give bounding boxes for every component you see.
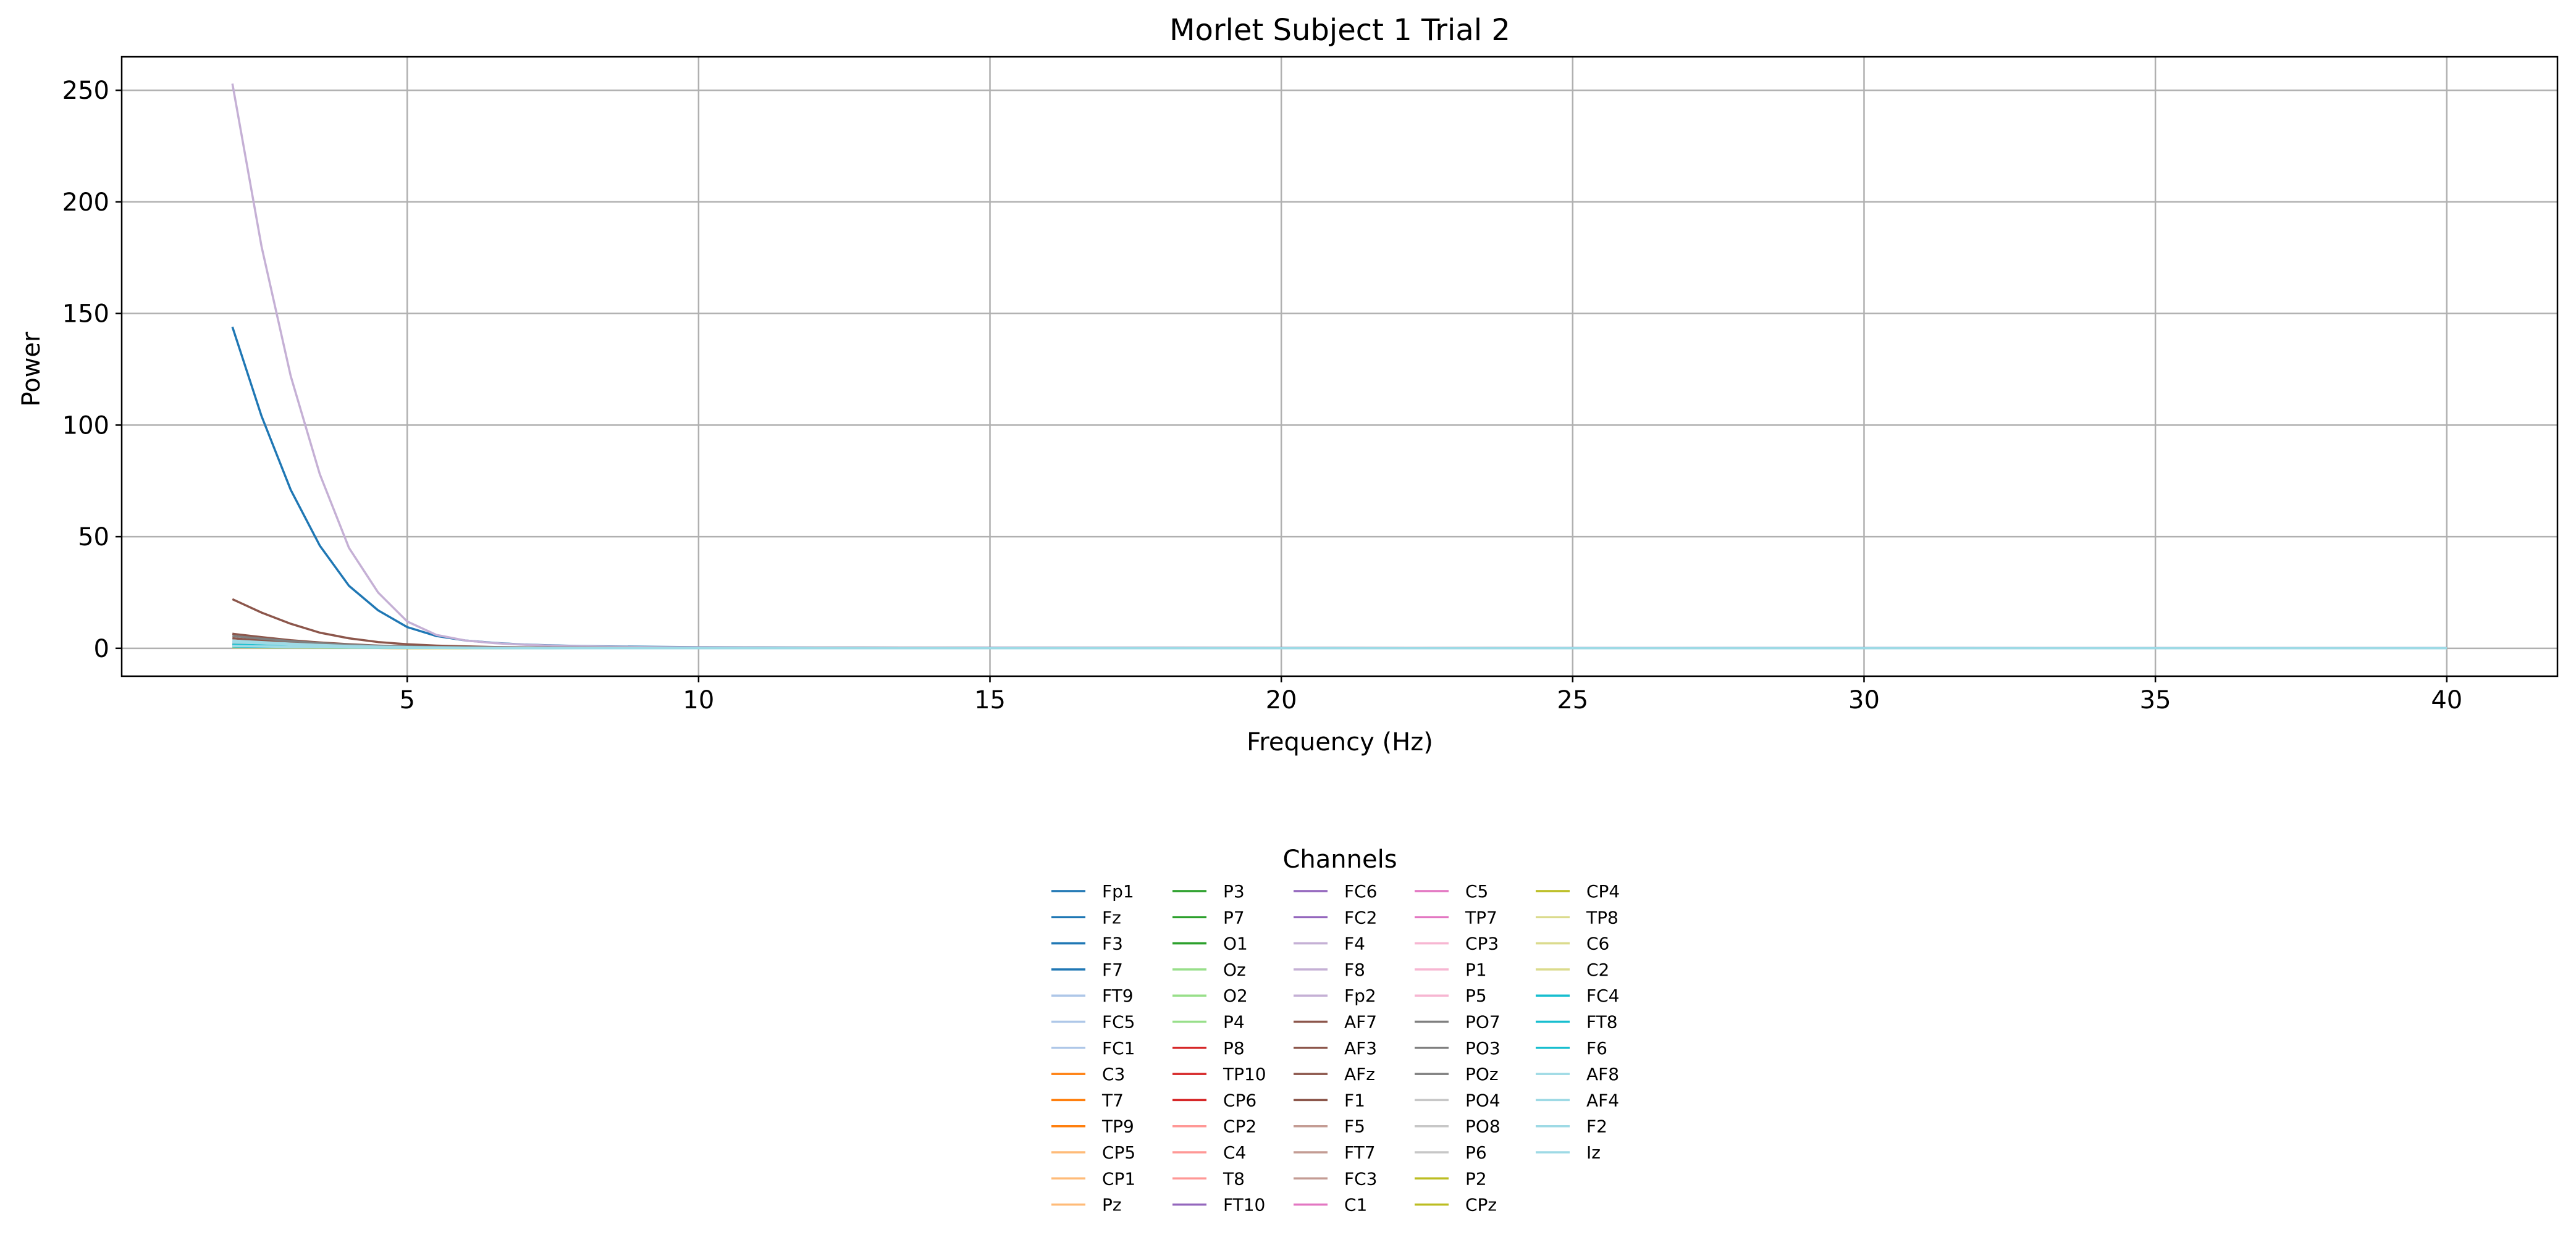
legend-label: P1	[1465, 960, 1487, 980]
legend-label: AF8	[1586, 1064, 1619, 1084]
legend-label: T8	[1223, 1168, 1245, 1189]
y-tick-label: 100	[62, 411, 109, 440]
x-tick-label: 25	[1557, 686, 1588, 714]
legend-label: FT10	[1223, 1195, 1265, 1215]
legend-label: Fp2	[1344, 986, 1376, 1006]
legend-label: AF3	[1344, 1038, 1377, 1058]
legend-label: TP7	[1465, 907, 1497, 928]
chart-title: Morlet Subject 1 Trial 2	[1169, 13, 1510, 48]
legend-label: FC5	[1102, 1012, 1135, 1033]
legend-label: AF4	[1586, 1090, 1619, 1110]
legend-label: F5	[1344, 1116, 1365, 1137]
legend-label: PO4	[1465, 1090, 1501, 1110]
legend-label: Iz	[1586, 1142, 1601, 1163]
legend-label: F8	[1344, 960, 1365, 980]
legend-label: FC2	[1344, 907, 1377, 928]
legend: Fp1 Fz F3 F7 FT9 FC5 FC1 C3 T7 TP9 CP5 CP1 Pz P3 P7 O1 O…	[1051, 881, 1620, 1215]
y-tick-label: 150	[62, 300, 109, 329]
grid	[122, 57, 2557, 676]
legend-label: Fp1	[1102, 881, 1134, 902]
legend-label: PO7	[1465, 1012, 1501, 1033]
x-tick-label: 10	[683, 686, 714, 714]
legend-label: O1	[1223, 934, 1248, 954]
legend-label: CP3	[1465, 934, 1499, 954]
legend-label: F6	[1586, 1038, 1607, 1058]
legend-label: TP9	[1101, 1116, 1134, 1137]
legend-label: P8	[1223, 1038, 1245, 1058]
legend-label: TP10	[1223, 1064, 1266, 1084]
legend-label: Fz	[1102, 907, 1121, 928]
legend-label: Oz	[1223, 960, 1246, 980]
legend-label: AFz	[1344, 1064, 1375, 1084]
legend-label: P5	[1465, 986, 1487, 1006]
legend-label: P2	[1465, 1168, 1487, 1189]
legend-label: F2	[1586, 1116, 1607, 1137]
x-tick-label: 5	[399, 686, 415, 714]
y-axis-ticks: 0 50 100 150 200 250	[62, 77, 122, 663]
legend-label: FC4	[1586, 986, 1619, 1006]
legend-label: F1	[1344, 1090, 1365, 1110]
legend-label: TP8	[1586, 907, 1618, 928]
legend-label: T7	[1101, 1090, 1124, 1110]
x-axis-label: Frequency (Hz)	[1247, 728, 1433, 756]
x-tick-label: 15	[974, 686, 1006, 714]
legend-label: PO8	[1465, 1116, 1501, 1137]
legend-label: FT9	[1102, 986, 1134, 1006]
x-tick-label: 40	[2431, 686, 2462, 714]
legend-label: PO3	[1465, 1038, 1501, 1058]
series-line-iz	[232, 645, 2447, 650]
legend-label: F7	[1102, 960, 1123, 980]
legend-label: C6	[1586, 934, 1609, 954]
y-axis-label: Power	[17, 332, 46, 406]
legend-label: FT7	[1344, 1142, 1376, 1163]
legend-label: CP1	[1102, 1168, 1135, 1189]
y-tick-label: 50	[78, 523, 109, 551]
legend-label: C2	[1586, 960, 1609, 980]
legend-label: CP6	[1223, 1090, 1256, 1110]
legend-label: Pz	[1102, 1195, 1122, 1215]
y-tick-label: 250	[62, 77, 109, 105]
legend-label: C3	[1102, 1064, 1125, 1084]
legend-label: F3	[1102, 934, 1123, 954]
legend-label: O2	[1223, 986, 1248, 1006]
legend-label: P3	[1223, 881, 1245, 902]
legend-label: CP4	[1586, 881, 1620, 902]
legend-label: CP2	[1223, 1116, 1256, 1137]
legend-label: FC3	[1344, 1168, 1377, 1189]
legend-label: C5	[1465, 881, 1488, 902]
y-tick-label: 0	[94, 635, 109, 663]
y-tick-label: 200	[62, 188, 109, 217]
x-tick-label: 35	[2140, 686, 2171, 714]
legend-label: POz	[1465, 1064, 1499, 1084]
plot-series	[231, 83, 2447, 650]
x-tick-label: 20	[1266, 686, 1297, 714]
legend-label: FT8	[1586, 1012, 1618, 1033]
legend-label: AF7	[1344, 1012, 1377, 1033]
legend-title: Channels	[1282, 845, 1397, 874]
x-axis-ticks: 5 10 15 20 25 30 35 40	[399, 676, 2462, 714]
plot-frame	[120, 56, 2559, 677]
legend-label: C4	[1223, 1142, 1246, 1163]
legend-label: CPz	[1465, 1195, 1497, 1215]
legend-label: FC1	[1102, 1038, 1135, 1058]
legend-label: CP5	[1102, 1142, 1135, 1163]
x-tick-label: 30	[1848, 686, 1880, 714]
legend-label: C1	[1344, 1195, 1367, 1215]
legend-label: FC6	[1344, 881, 1377, 902]
legend-label: F4	[1344, 934, 1365, 954]
legend-label: P4	[1223, 1012, 1245, 1033]
legend-label: P7	[1223, 907, 1245, 928]
legend-label: P6	[1465, 1142, 1487, 1163]
